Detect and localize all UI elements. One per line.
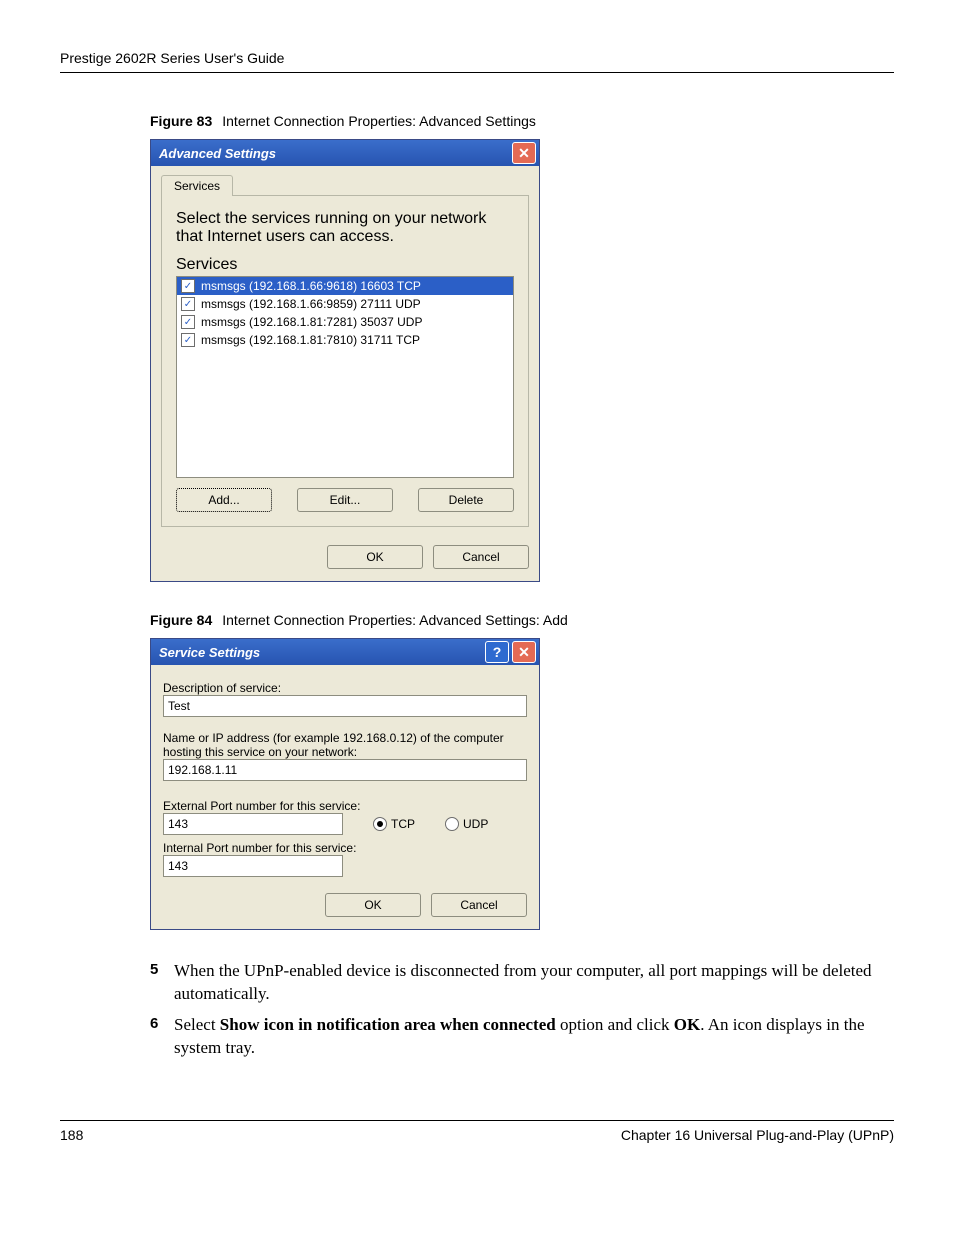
- help-icon[interactable]: ?: [485, 641, 509, 663]
- figure84-label: Figure 84: [150, 612, 212, 628]
- service-label: msmsgs (192.168.1.66:9618) 16603 TCP: [201, 279, 421, 293]
- dialog-title: Service Settings: [159, 645, 260, 660]
- page-number: 188: [60, 1127, 83, 1143]
- checkbox-icon[interactable]: ✓: [181, 297, 195, 311]
- service-label: msmsgs (192.168.1.81:7281) 35037 UDP: [201, 315, 422, 329]
- service-settings-dialog: Service Settings ? ✕ Description of serv…: [150, 638, 540, 930]
- service-label: msmsgs (192.168.1.81:7810) 31711 TCP: [201, 333, 420, 347]
- service-row[interactable]: ✓ msmsgs (192.168.1.66:9859) 27111 UDP: [177, 295, 513, 313]
- radio-icon: [373, 817, 387, 831]
- advanced-settings-dialog: Advanced Settings ✕ Services Select the …: [150, 139, 540, 582]
- ok-button[interactable]: OK: [325, 893, 421, 917]
- external-port-label: External Port number for this service:: [163, 799, 527, 813]
- page-footer: 188 Chapter 16 Universal Plug-and-Play (…: [60, 1120, 894, 1143]
- ok-button[interactable]: OK: [327, 545, 423, 569]
- tcp-label: TCP: [391, 817, 415, 831]
- description-input[interactable]: [163, 695, 527, 717]
- step-text: When the UPnP-enabled device is disconne…: [174, 960, 894, 1006]
- protocol-udp-radio[interactable]: UDP: [445, 817, 488, 831]
- internal-port-input[interactable]: [163, 855, 343, 877]
- dialog-titlebar: Advanced Settings ✕: [151, 140, 539, 166]
- edit-button[interactable]: Edit...: [297, 488, 393, 512]
- services-listbox[interactable]: ✓ msmsgs (192.168.1.66:9618) 16603 TCP ✓…: [176, 276, 514, 478]
- service-row[interactable]: ✓ msmsgs (192.168.1.81:7281) 35037 UDP: [177, 313, 513, 331]
- udp-label: UDP: [463, 817, 488, 831]
- close-icon[interactable]: ✕: [512, 641, 536, 663]
- dialog-titlebar: Service Settings ? ✕: [151, 639, 539, 665]
- cancel-button[interactable]: Cancel: [431, 893, 527, 917]
- radio-icon: [445, 817, 459, 831]
- checkbox-icon[interactable]: ✓: [181, 279, 195, 293]
- step-number: 6: [150, 1014, 174, 1060]
- service-row[interactable]: ✓ msmsgs (192.168.1.81:7810) 31711 TCP: [177, 331, 513, 349]
- services-intro: Select the services running on your netw…: [176, 210, 514, 246]
- host-label: Name or IP address (for example 192.168.…: [163, 731, 527, 759]
- step-6: 6 Select Show icon in notification area …: [150, 1014, 894, 1060]
- close-icon[interactable]: ✕: [512, 142, 536, 164]
- checkbox-icon[interactable]: ✓: [181, 315, 195, 329]
- tab-services[interactable]: Services: [161, 175, 233, 196]
- host-input[interactable]: [163, 759, 527, 781]
- checkbox-icon[interactable]: ✓: [181, 333, 195, 347]
- chapter-label: Chapter 16 Universal Plug-and-Play (UPnP…: [621, 1127, 894, 1143]
- figure84-caption: Figure 84 Internet Connection Properties:…: [150, 612, 894, 628]
- running-head: Prestige 2602R Series User's Guide: [60, 50, 894, 73]
- protocol-tcp-radio[interactable]: TCP: [373, 817, 415, 831]
- description-label: Description of service:: [163, 681, 527, 695]
- figure83-label: Figure 83: [150, 113, 212, 129]
- services-tab-panel: Select the services running on your netw…: [161, 195, 529, 527]
- cancel-button[interactable]: Cancel: [433, 545, 529, 569]
- step-number: 5: [150, 960, 174, 1006]
- external-port-input[interactable]: [163, 813, 343, 835]
- internal-port-label: Internal Port number for this service:: [163, 841, 527, 855]
- service-label: msmsgs (192.168.1.66:9859) 27111 UDP: [201, 297, 421, 311]
- figure83-caption: Figure 83 Internet Connection Properties:…: [150, 113, 894, 129]
- step-5: 5 When the UPnP-enabled device is discon…: [150, 960, 894, 1006]
- delete-button[interactable]: Delete: [418, 488, 514, 512]
- services-section-label: Services: [176, 256, 514, 274]
- dialog-title: Advanced Settings: [159, 146, 276, 161]
- service-row[interactable]: ✓ msmsgs (192.168.1.66:9618) 16603 TCP: [177, 277, 513, 295]
- add-button[interactable]: Add...: [176, 488, 272, 512]
- step-text: Select Show icon in notification area wh…: [174, 1014, 894, 1060]
- figure84-caption-text: Internet Connection Properties: Advanced…: [222, 612, 568, 628]
- figure83-caption-text: Internet Connection Properties: Advanced…: [222, 113, 536, 129]
